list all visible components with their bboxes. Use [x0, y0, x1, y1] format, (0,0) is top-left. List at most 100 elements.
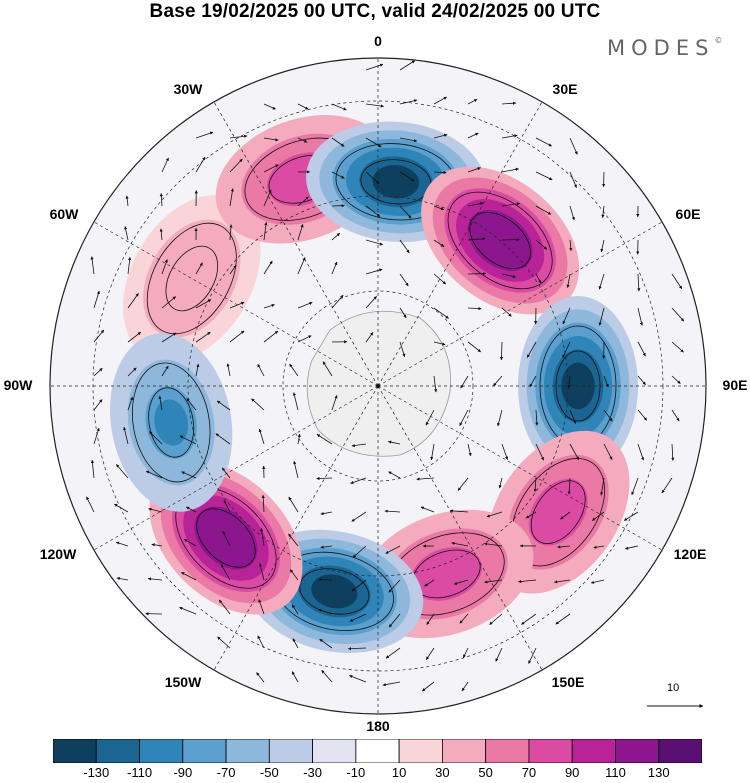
- wind-vector: [349, 675, 367, 683]
- wind-vector: [124, 226, 129, 241]
- wind-vector: [467, 132, 479, 139]
- longitude-label-30w: 30W: [173, 81, 203, 97]
- wind-vector: [216, 400, 231, 411]
- longitude-label-90e: 90E: [722, 377, 748, 393]
- wind-vector: [263, 189, 272, 207]
- anomaly-contour: [372, 165, 420, 199]
- wind-vector: [195, 331, 211, 343]
- wind-vector: [501, 167, 519, 173]
- wind-vector: [331, 294, 344, 309]
- wind-vector: [322, 361, 333, 377]
- colorbar-swatch: [312, 739, 357, 763]
- wind-vector: [297, 433, 301, 445]
- colorbar-tick-label: -70: [216, 765, 236, 780]
- wind-vector: [297, 196, 309, 207]
- wind-vector: [186, 506, 197, 513]
- wind-vector: [399, 137, 418, 143]
- latitude-circle: [282, 290, 474, 482]
- wind-vector: [297, 257, 306, 275]
- wind-vector: [292, 638, 299, 649]
- wind-vector: [331, 137, 345, 147]
- wind-vector: [501, 101, 517, 105]
- colorbar-tick-label: 130: [647, 765, 670, 780]
- wind-vector: [385, 545, 401, 554]
- wind-vector: [221, 467, 231, 479]
- wind-vector: [116, 576, 129, 581]
- wind-vector: [484, 579, 503, 584]
- colorbar-swatch: [615, 739, 660, 763]
- wind-vector: [159, 228, 163, 241]
- colorbar-tick-label: -130: [83, 765, 110, 780]
- colorbar-swatch: [658, 739, 702, 763]
- wind-vector: [498, 477, 503, 489]
- wind-vector: [601, 205, 605, 218]
- wind-vector: [388, 613, 401, 628]
- wind-vector: [93, 290, 100, 309]
- wind-vector: [179, 606, 197, 615]
- wind-vector: [489, 613, 503, 625]
- wind-vector: [365, 332, 374, 343]
- wind-vector: [93, 329, 105, 343]
- wind-vector: [229, 224, 233, 241]
- wind-vector: [486, 511, 503, 518]
- meridian-line: [93, 221, 379, 387]
- wind-vector: [217, 636, 231, 649]
- wind-vector: [598, 273, 605, 290]
- wind-vector: [229, 301, 245, 309]
- wind-vector: [179, 435, 197, 445]
- wind-vector: [292, 392, 299, 411]
- wind-vector: [467, 443, 472, 457]
- wind-vector: [457, 477, 469, 491]
- wind-vector: [195, 131, 214, 139]
- wind-vector: [158, 395, 163, 411]
- wind-vector: [460, 375, 469, 389]
- anomaly-negative-10: [110, 333, 233, 512]
- wind-vector: [518, 579, 537, 584]
- wind-vector: [569, 443, 580, 461]
- wind-vector: [590, 579, 605, 584]
- wind-vector: [566, 273, 571, 288]
- wind-vector: [351, 443, 367, 448]
- wind-vector: [125, 195, 129, 207]
- wind-vector: [331, 232, 341, 241]
- wind-vector: [263, 303, 275, 309]
- wind-vector: [637, 307, 644, 326]
- wind-vector: [365, 137, 382, 148]
- wind-vector: [501, 443, 509, 460]
- longitude-label-150e: 150E: [551, 674, 585, 690]
- wind-vector: [365, 205, 381, 217]
- wind-vector: [229, 188, 234, 207]
- wind-vector: [598, 307, 605, 326]
- wind-vectors: [86, 60, 685, 692]
- anomaly-layer: [110, 115, 638, 654]
- wind-vector: [603, 409, 613, 422]
- wind-vector: [501, 273, 517, 278]
- colorbar-swatch: [528, 739, 573, 763]
- wind-vector: [535, 171, 553, 181]
- wind-vector: [151, 543, 163, 547]
- wind-vector: [297, 137, 308, 143]
- colorbar-tick-label: -110: [127, 765, 153, 780]
- wind-vector: [257, 363, 265, 377]
- wind-vector: [433, 133, 448, 139]
- longitude-label-120e: 120E: [673, 546, 707, 562]
- streamline-loop: [447, 191, 553, 290]
- wind-vector: [430, 443, 435, 461]
- colorbar-swatch: [268, 739, 313, 763]
- wind-vector: [127, 256, 132, 275]
- brand-mark: ©: [714, 36, 723, 45]
- wind-vector: [127, 293, 139, 309]
- wind-vector: [535, 443, 544, 461]
- wind-vector: [399, 239, 410, 254]
- wind-vector: [319, 638, 333, 649]
- meridian-line: [213, 385, 379, 671]
- wind-vector: [331, 103, 347, 111]
- wind-vector: [399, 273, 409, 287]
- wind-vector: [459, 613, 469, 624]
- longitude-label-30e: 30E: [552, 81, 578, 97]
- map-boundary: [49, 57, 707, 715]
- wind-vector: [352, 545, 367, 558]
- wind-vector: [316, 434, 333, 445]
- wind-vector: [600, 239, 605, 253]
- wind-vector: [483, 542, 503, 547]
